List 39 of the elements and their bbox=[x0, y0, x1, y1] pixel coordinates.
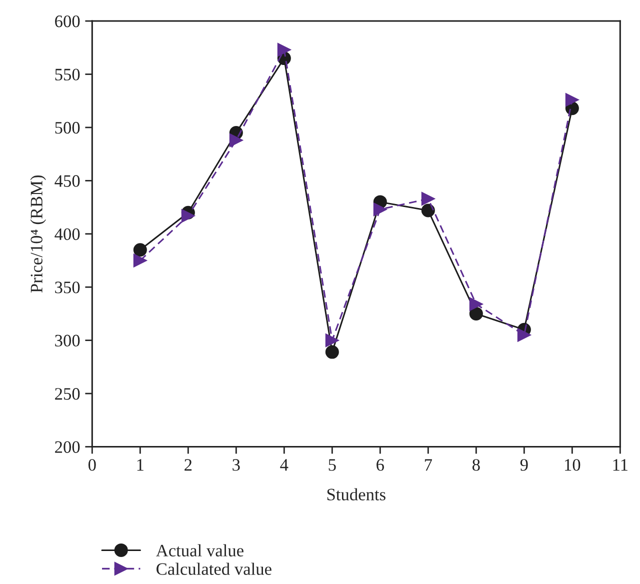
y-tick-label: 450 bbox=[54, 175, 80, 187]
point bbox=[469, 297, 483, 311]
x-tick-label: 4 bbox=[280, 459, 288, 471]
y-tick-label: 200 bbox=[55, 441, 80, 453]
y-axis-title: Price/10⁴ (RBM) bbox=[30, 175, 46, 293]
x-axis-title: Students bbox=[327, 488, 386, 500]
x-tick-label: 10 bbox=[565, 459, 580, 471]
x-tick-label: 6 bbox=[376, 459, 384, 471]
point bbox=[373, 202, 387, 216]
y-tick-label: 300 bbox=[55, 334, 80, 347]
x-tick-label: 9 bbox=[520, 459, 528, 471]
y-tick-label: 350 bbox=[55, 282, 80, 294]
point bbox=[469, 306, 483, 320]
point bbox=[277, 42, 291, 57]
x-tick-label: 1 bbox=[137, 459, 144, 471]
y-tick-label: 500 bbox=[55, 122, 80, 134]
y-tick-label: 550 bbox=[55, 68, 80, 80]
point bbox=[325, 334, 339, 348]
point bbox=[133, 243, 147, 257]
x-tick-label: 8 bbox=[472, 459, 480, 471]
x-tick-label: 7 bbox=[424, 459, 432, 471]
point bbox=[181, 209, 195, 223]
point bbox=[229, 133, 243, 147]
y-tick-label: 600 bbox=[55, 16, 80, 28]
point bbox=[565, 93, 579, 107]
point bbox=[421, 204, 435, 218]
x-tick-label: 11 bbox=[613, 459, 628, 471]
x-tick-label: 3 bbox=[232, 459, 240, 471]
point bbox=[325, 345, 339, 359]
y-tick-label: 250 bbox=[55, 388, 80, 400]
point bbox=[421, 192, 435, 206]
x-tick-label: 5 bbox=[328, 459, 336, 471]
x-tick-label: 0 bbox=[88, 459, 96, 471]
y-tick-label: 400 bbox=[54, 228, 80, 240]
point bbox=[517, 328, 531, 342]
legend-label: Actual value bbox=[156, 544, 244, 556]
legend-label: Calculated value bbox=[156, 562, 272, 575]
x-tick-label: 2 bbox=[184, 459, 192, 471]
point bbox=[133, 254, 147, 268]
